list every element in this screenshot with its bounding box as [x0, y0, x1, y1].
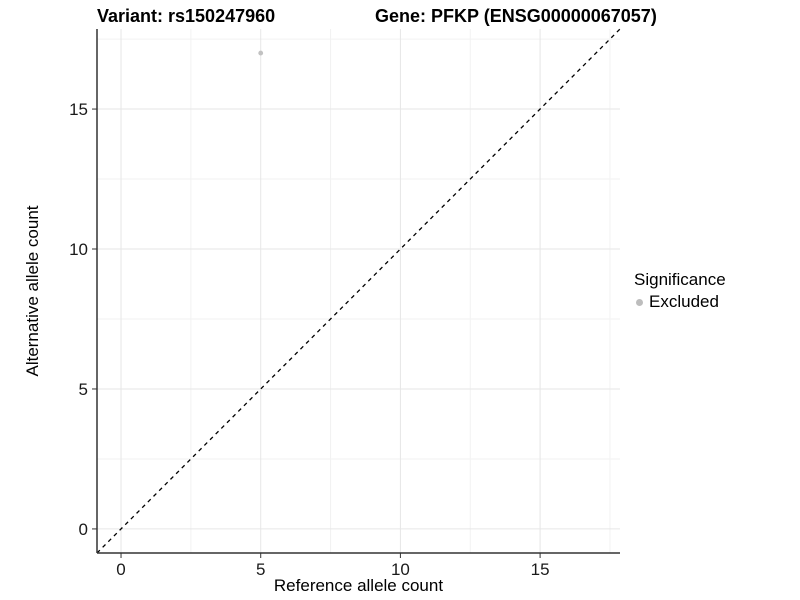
x-tick-label-15: 15: [531, 560, 550, 579]
data-point-0: [258, 50, 264, 56]
legend-item-excluded: Excluded: [634, 292, 726, 312]
x-tick-label-10: 10: [391, 560, 410, 579]
excluded-point-icon: [636, 298, 643, 306]
y-tick-label-0: 0: [79, 520, 88, 539]
y-tick-label-15: 15: [69, 100, 88, 119]
plot-title-gene: Gene: PFKP (ENSG00000067057): [375, 6, 657, 26]
legend-item-label: Excluded: [649, 292, 719, 311]
y-tick-label-10: 10: [69, 240, 88, 259]
x-tick-label-5: 5: [256, 560, 265, 579]
x-tick-label-0: 0: [116, 560, 125, 579]
legend-title: Significance: [634, 270, 726, 289]
y-axis-label: Alternative allele count: [23, 205, 42, 377]
x-axis-label: Reference allele count: [273, 576, 444, 595]
legend: Significance Excluded: [634, 270, 726, 312]
plot-title-variant: Variant: rs150247960: [97, 6, 276, 26]
y-tick-label-5: 5: [79, 380, 88, 399]
identity-line: [96, 28, 621, 554]
